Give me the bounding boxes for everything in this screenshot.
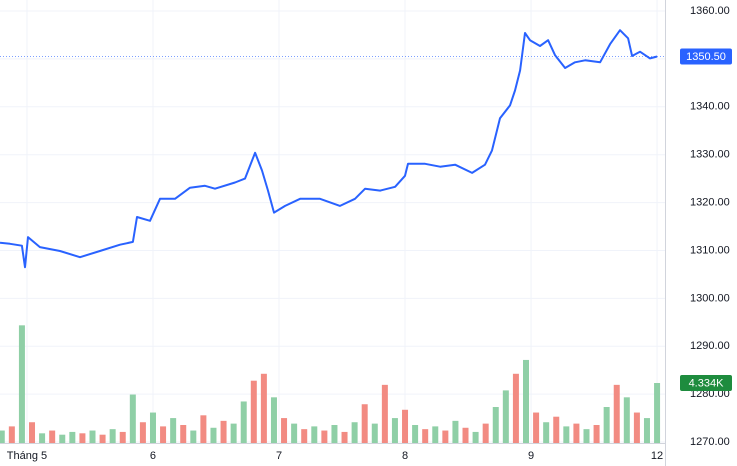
volume-bar bbox=[281, 418, 288, 443]
x-tick-label: 12 bbox=[651, 450, 663, 462]
volume-bar bbox=[432, 426, 439, 443]
volume-bar bbox=[180, 425, 187, 443]
volume-bar bbox=[361, 404, 368, 443]
volume-bar bbox=[301, 429, 308, 443]
price-marker-label: 1350.50 bbox=[686, 51, 726, 63]
volume-marker-label: 4.334K bbox=[689, 377, 725, 389]
price-line bbox=[0, 29, 658, 269]
volume-bar bbox=[553, 416, 560, 443]
volume-bar bbox=[462, 427, 469, 443]
volume-bar bbox=[643, 418, 650, 443]
volume-bar bbox=[0, 430, 5, 443]
volume-bar bbox=[149, 412, 156, 443]
volume-bar bbox=[129, 394, 136, 443]
volume-bar bbox=[351, 422, 358, 443]
y-tick-label: 1290.00 bbox=[690, 340, 730, 352]
volume-bar bbox=[160, 426, 167, 443]
y-tick-label: 1270.00 bbox=[690, 436, 730, 448]
volume-bar bbox=[482, 423, 489, 443]
volume-bar bbox=[563, 426, 570, 443]
volume-bar bbox=[200, 415, 207, 443]
volume-bar bbox=[69, 431, 76, 443]
volume-bar bbox=[633, 412, 640, 443]
volume-bar bbox=[452, 420, 459, 443]
volume-bar bbox=[240, 401, 247, 443]
volume-bar bbox=[603, 407, 610, 443]
x-tick-label: Tháng 5 bbox=[7, 450, 47, 462]
volume-bar bbox=[502, 390, 509, 443]
volume-bar bbox=[341, 431, 348, 443]
volume-bar bbox=[18, 325, 25, 443]
volume-bar bbox=[260, 373, 267, 443]
volume-bar bbox=[270, 397, 277, 443]
volume-bar bbox=[49, 430, 56, 443]
volume-bar bbox=[623, 397, 630, 443]
volume-bar bbox=[170, 418, 177, 443]
price-layer bbox=[0, 29, 658, 269]
volume-bar bbox=[512, 373, 519, 443]
volume-bar bbox=[59, 434, 66, 443]
volume-bar bbox=[523, 359, 530, 443]
volume-bar bbox=[381, 384, 388, 443]
volume-bar bbox=[210, 427, 217, 443]
volume-bar bbox=[190, 430, 197, 443]
x-tick-label: 8 bbox=[402, 450, 408, 462]
price-marker-box bbox=[680, 48, 732, 65]
volume-bar bbox=[99, 434, 106, 443]
volume-bar bbox=[311, 426, 318, 443]
grid bbox=[0, 0, 665, 443]
x-tick-label: 7 bbox=[276, 450, 282, 462]
volume-bar bbox=[573, 423, 580, 443]
volume-bar bbox=[39, 433, 46, 443]
volume-marker-box bbox=[680, 375, 732, 392]
volume-bar bbox=[250, 380, 257, 443]
volume-bar bbox=[109, 429, 116, 443]
volume-bar bbox=[119, 431, 126, 443]
volume-bar bbox=[79, 433, 86, 443]
volume-bar bbox=[593, 425, 600, 443]
y-tick-label: 1310.00 bbox=[690, 244, 730, 256]
volume-bar bbox=[29, 422, 36, 443]
volume-bar bbox=[613, 384, 620, 443]
volume-bar bbox=[371, 423, 378, 443]
volume-bar bbox=[583, 429, 590, 443]
y-tick-label: 1300.00 bbox=[690, 292, 730, 304]
volume-bar bbox=[402, 409, 409, 443]
volume-bar bbox=[543, 422, 550, 443]
y-tick-label: 1330.00 bbox=[690, 149, 730, 161]
volume-bar bbox=[230, 423, 237, 443]
volume-bar bbox=[321, 430, 328, 443]
volume-bar bbox=[139, 422, 146, 443]
y-tick-label: 1320.00 bbox=[690, 196, 730, 208]
volume-bar bbox=[331, 425, 338, 443]
x-tick-label: 6 bbox=[150, 450, 156, 462]
volume-bar bbox=[220, 420, 227, 443]
volume-bars bbox=[0, 325, 661, 443]
volume-bar bbox=[442, 430, 449, 443]
volume-bar bbox=[412, 425, 419, 443]
y-tick-label: 1340.00 bbox=[690, 101, 730, 113]
x-tick-label: 9 bbox=[528, 450, 534, 462]
volume-bar bbox=[422, 429, 429, 443]
volume-bar bbox=[89, 430, 96, 443]
y-tick-label: 1360.00 bbox=[690, 5, 730, 17]
y-tick-label: 1280.00 bbox=[690, 388, 730, 400]
volume-bar bbox=[291, 423, 298, 443]
volume-bar bbox=[654, 383, 661, 443]
volume-bar bbox=[8, 426, 15, 443]
volume-bar bbox=[533, 412, 540, 443]
volume-bar bbox=[391, 418, 398, 443]
volume-bar bbox=[492, 407, 499, 443]
volume-bar bbox=[472, 431, 479, 443]
